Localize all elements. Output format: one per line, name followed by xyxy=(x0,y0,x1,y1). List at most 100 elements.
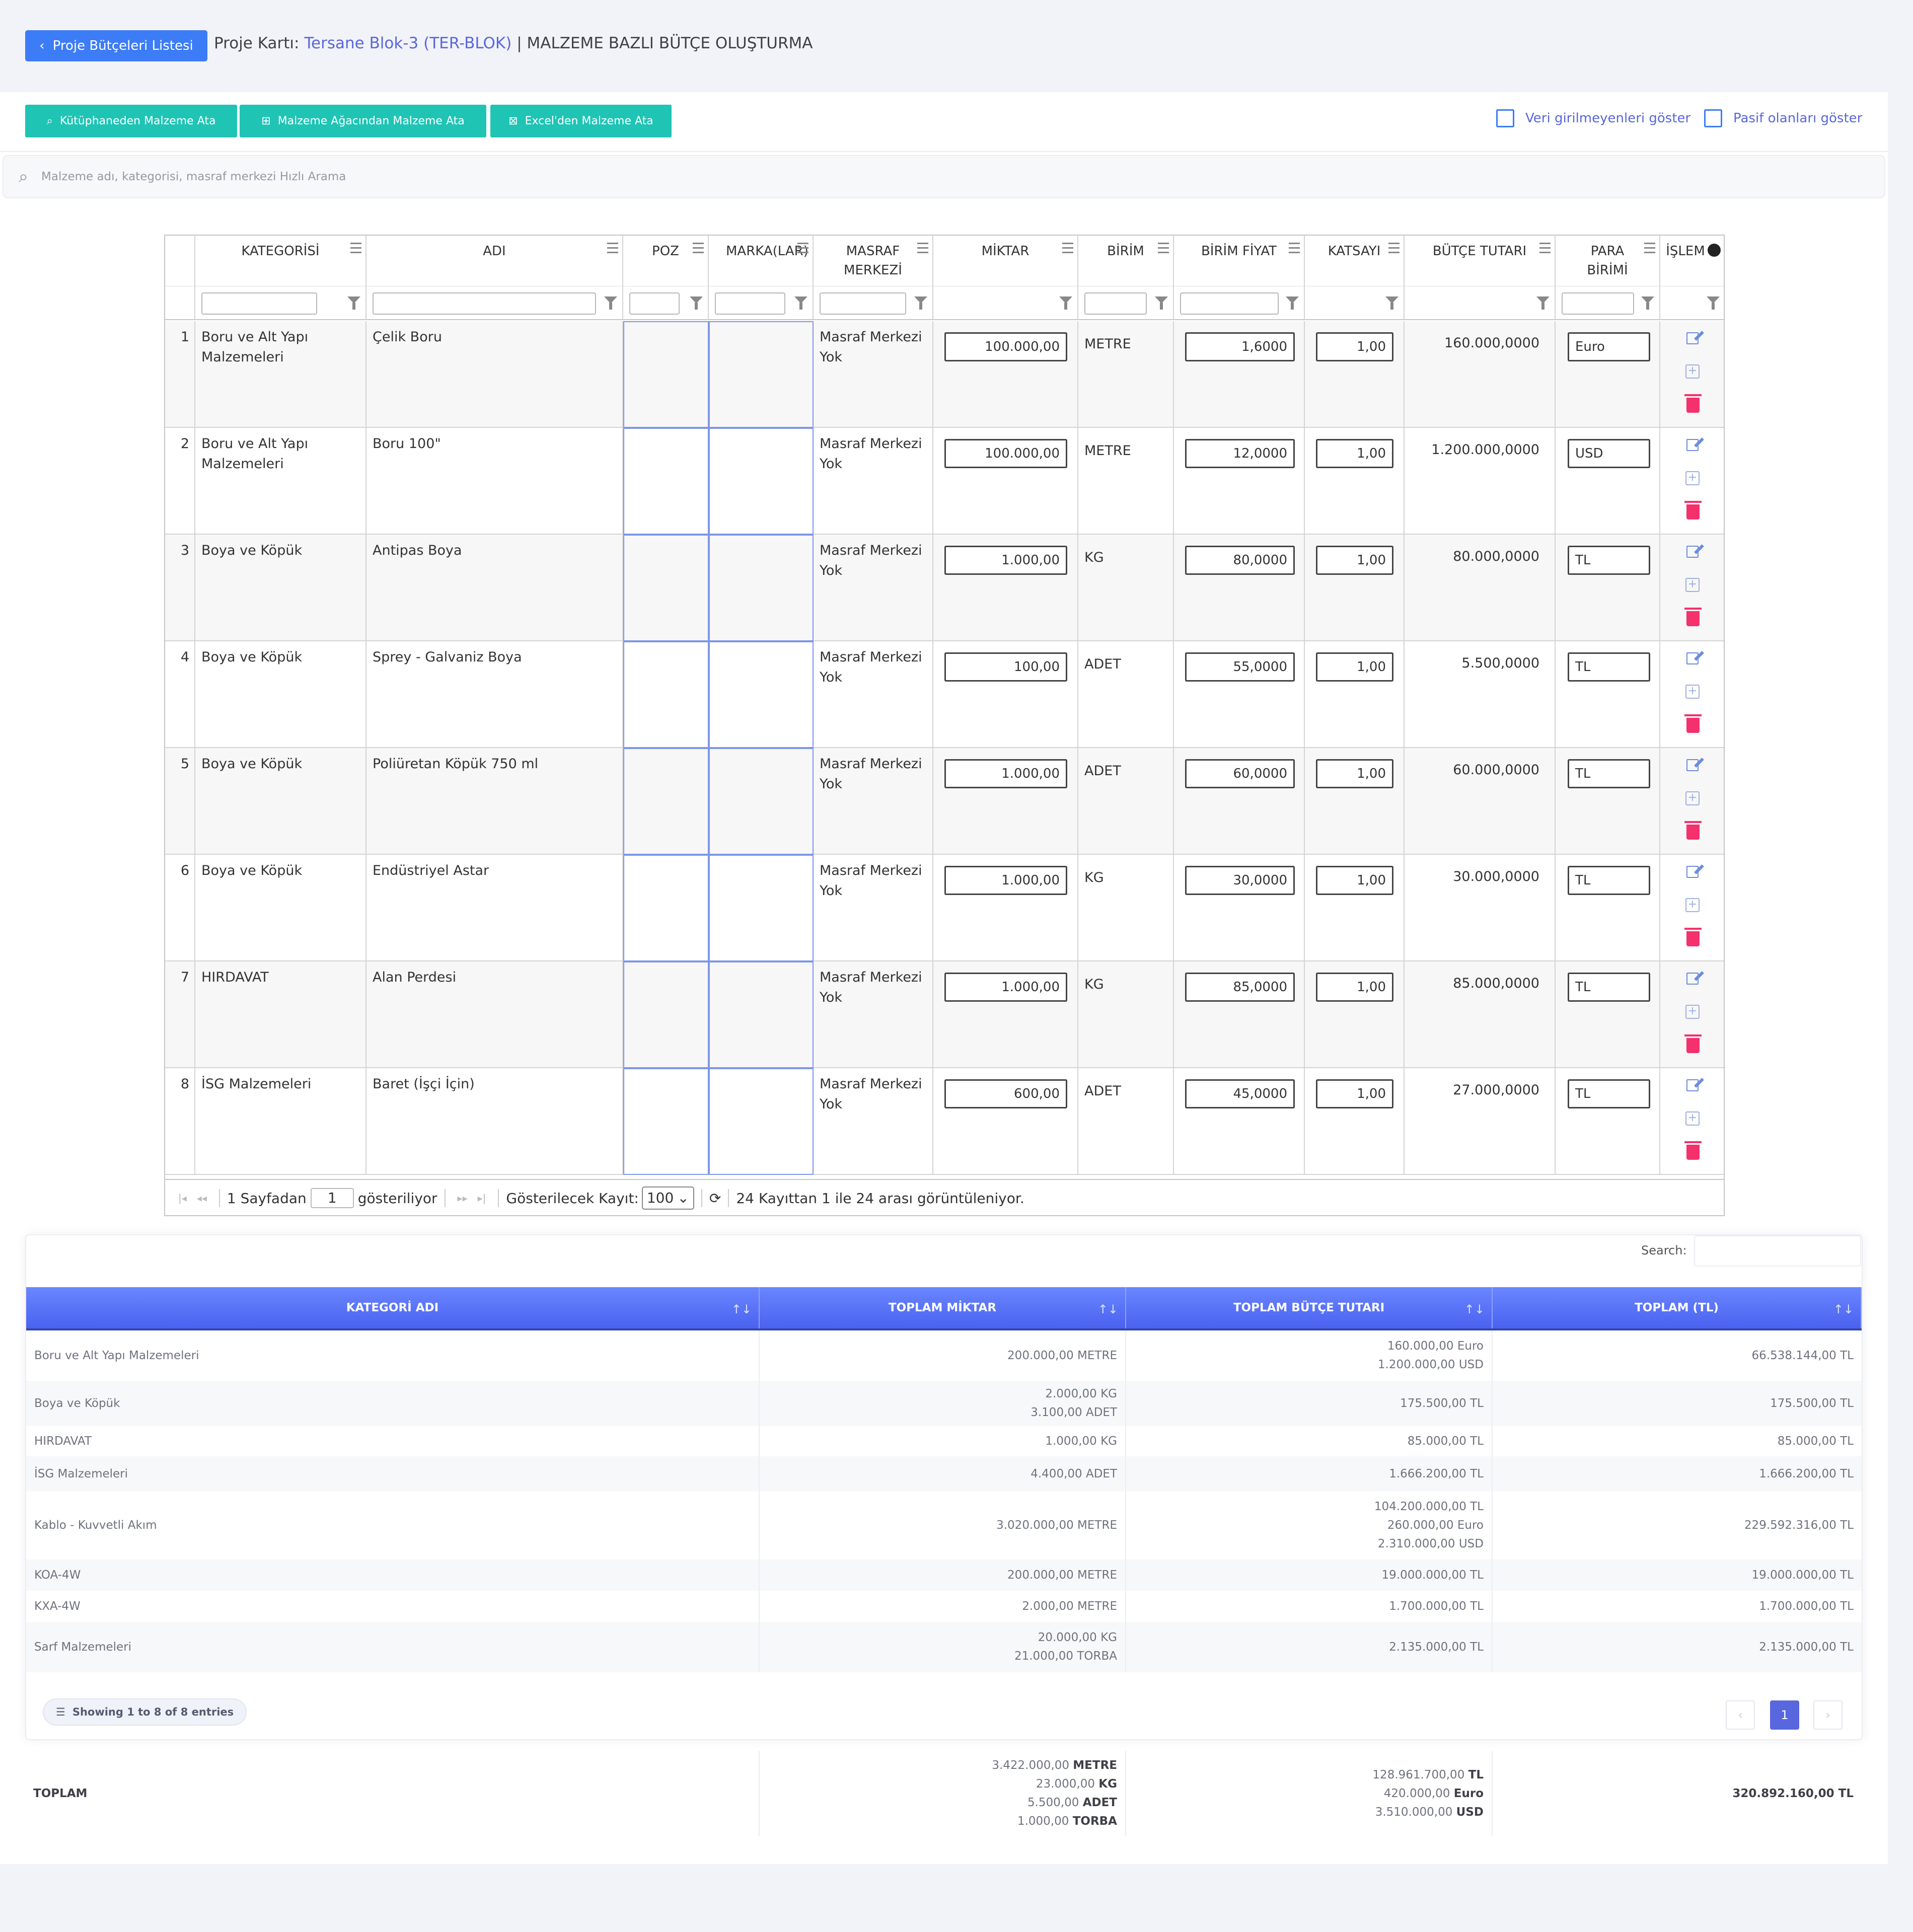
col-qty-header[interactable]: TOPLAM MİKTAR ↑↓ xyxy=(760,1287,1126,1328)
collapse-icon[interactable] xyxy=(1708,244,1721,257)
column-menu-icon[interactable] xyxy=(693,243,704,256)
col-budget-header[interactable]: TOPLAM BÜTÇE TUTARI ↑↓ xyxy=(1126,1287,1493,1328)
summary-search-input[interactable] xyxy=(1694,1235,1861,1267)
unit-price-input[interactable]: 12,0000 xyxy=(1185,439,1295,468)
currency-input[interactable]: TL xyxy=(1568,973,1650,1002)
filter-icon[interactable] xyxy=(1536,296,1550,310)
col-actions-header[interactable]: İŞLEM xyxy=(1660,236,1724,286)
project-link[interactable]: Tersane Blok-3 (TER-BLOK) xyxy=(304,34,512,52)
col-coef-header[interactable]: KATSAYI xyxy=(1305,236,1405,286)
back-to-budgets-button[interactable]: ‹ Proje Bütçeleri Listesi xyxy=(25,30,207,61)
unit-price-input[interactable]: 1,6000 xyxy=(1185,332,1295,361)
edit-icon[interactable] xyxy=(1686,759,1699,771)
column-menu-icon[interactable] xyxy=(607,243,618,256)
brand-cell[interactable] xyxy=(709,855,814,961)
refresh-icon[interactable]: ⟳ xyxy=(709,1190,721,1207)
edit-icon[interactable] xyxy=(1686,652,1699,664)
filter-unit-price-input[interactable] xyxy=(1180,292,1279,315)
trash-icon[interactable] xyxy=(1684,928,1702,946)
copy-icon[interactable]: + xyxy=(1685,898,1700,912)
poz-cell[interactable] xyxy=(623,748,709,855)
filter-icon[interactable] xyxy=(914,296,927,310)
column-menu-icon[interactable] xyxy=(1158,243,1169,256)
currency-input[interactable]: TL xyxy=(1568,866,1650,895)
col-cost-center-header[interactable]: MASRAF MERKEZİ xyxy=(814,236,933,286)
qty-input[interactable]: 100,00 xyxy=(944,652,1067,682)
col-unit-header[interactable]: BİRİM xyxy=(1078,236,1174,286)
edit-icon[interactable] xyxy=(1686,866,1699,878)
first-page-icon[interactable]: |◂ xyxy=(178,1192,187,1204)
filter-icon[interactable] xyxy=(1641,296,1654,310)
filter-name-input[interactable] xyxy=(373,292,596,315)
records-select[interactable]: 100 ⌄ xyxy=(641,1186,694,1210)
quick-search-input[interactable]: ⌕ Malzeme adı, kategorisi, masraf merkez… xyxy=(3,155,1885,198)
filter-currency-input[interactable] xyxy=(1562,292,1634,315)
trash-icon[interactable] xyxy=(1684,821,1702,840)
currency-input[interactable]: TL xyxy=(1568,652,1650,682)
col-total-header[interactable]: TOPLAM (TL) ↑↓ xyxy=(1493,1287,1862,1328)
qty-input[interactable]: 100.000,00 xyxy=(944,439,1067,468)
coef-input[interactable]: 1,00 xyxy=(1316,866,1393,895)
column-menu-icon[interactable] xyxy=(1539,243,1551,256)
column-menu-icon[interactable] xyxy=(350,243,361,256)
tree-assign-button[interactable]: ⊞ Malzeme Ağacından Malzeme Ata xyxy=(240,105,486,137)
unit-price-input[interactable]: 85,0000 xyxy=(1185,973,1295,1002)
qty-input[interactable]: 100.000,00 xyxy=(944,332,1067,361)
column-menu-icon[interactable] xyxy=(1062,243,1073,256)
col-qty-header[interactable]: MİKTAR xyxy=(933,236,1078,286)
col-budget-header[interactable]: BÜTÇE TUTARI xyxy=(1405,236,1556,286)
column-menu-icon[interactable] xyxy=(797,243,808,256)
brand-cell[interactable] xyxy=(709,748,814,855)
coef-input[interactable]: 1,00 xyxy=(1316,546,1393,575)
col-brand-header[interactable]: MARKA(LAR) xyxy=(709,236,814,286)
currency-input[interactable]: TL xyxy=(1568,546,1650,575)
summary-page-button[interactable]: 1 xyxy=(1770,1700,1799,1730)
copy-icon[interactable]: + xyxy=(1685,791,1700,805)
copy-icon[interactable]: + xyxy=(1685,578,1700,592)
coef-input[interactable]: 1,00 xyxy=(1316,973,1393,1002)
currency-input[interactable]: USD xyxy=(1568,439,1650,468)
col-name-header[interactable]: ADI xyxy=(366,236,623,286)
show-empty-toggle[interactable]: Veri girilmeyenleri göster xyxy=(1496,109,1690,127)
coef-input[interactable]: 1,00 xyxy=(1316,332,1393,361)
currency-input[interactable]: Euro xyxy=(1568,332,1650,361)
filter-cost-center-input[interactable] xyxy=(820,292,906,315)
filter-poz-input[interactable] xyxy=(629,292,680,315)
summary-next-button[interactable]: › xyxy=(1813,1700,1843,1730)
copy-icon[interactable]: + xyxy=(1685,364,1700,379)
page-input[interactable]: 1 xyxy=(310,1188,354,1208)
qty-input[interactable]: 1.000,00 xyxy=(944,759,1067,788)
poz-cell[interactable] xyxy=(623,535,709,641)
library-assign-button[interactable]: ⌕ Kütüphaneden Malzeme Ata xyxy=(25,105,237,137)
column-menu-icon[interactable] xyxy=(1644,243,1655,256)
brand-cell[interactable] xyxy=(709,535,814,641)
coef-input[interactable]: 1,00 xyxy=(1316,652,1393,682)
brand-cell[interactable] xyxy=(709,1068,814,1175)
qty-input[interactable]: 1.000,00 xyxy=(944,973,1067,1002)
filter-unit-input[interactable] xyxy=(1084,292,1147,315)
edit-icon[interactable] xyxy=(1686,1079,1699,1091)
trash-icon[interactable] xyxy=(1684,1034,1702,1053)
currency-input[interactable]: TL xyxy=(1568,759,1650,788)
trash-icon[interactable] xyxy=(1684,501,1702,519)
copy-icon[interactable]: + xyxy=(1685,1005,1700,1019)
qty-input[interactable]: 600,00 xyxy=(944,1079,1067,1108)
copy-icon[interactable]: + xyxy=(1685,1111,1700,1126)
edit-icon[interactable] xyxy=(1686,332,1699,344)
qty-input[interactable]: 1.000,00 xyxy=(944,866,1067,895)
last-page-icon[interactable]: ▸| xyxy=(477,1192,486,1204)
unit-price-input[interactable]: 45,0000 xyxy=(1185,1079,1295,1108)
brand-cell[interactable] xyxy=(709,428,814,535)
column-menu-icon[interactable] xyxy=(1388,243,1400,256)
brand-cell[interactable] xyxy=(709,641,814,748)
filter-icon[interactable] xyxy=(347,296,360,310)
show-passive-checkbox[interactable] xyxy=(1704,109,1722,127)
copy-icon[interactable]: + xyxy=(1685,685,1700,699)
show-passive-toggle[interactable]: Pasif olanları göster xyxy=(1704,109,1862,127)
filter-icon[interactable] xyxy=(604,296,617,310)
unit-price-input[interactable]: 60,0000 xyxy=(1185,759,1295,788)
excel-assign-button[interactable]: ⊠ Excel'den Malzeme Ata xyxy=(490,105,672,137)
summary-prev-button[interactable]: ‹ xyxy=(1726,1700,1755,1730)
col-unit-price-header[interactable]: BİRİM FİYAT xyxy=(1174,236,1305,286)
filter-icon[interactable] xyxy=(690,296,703,310)
